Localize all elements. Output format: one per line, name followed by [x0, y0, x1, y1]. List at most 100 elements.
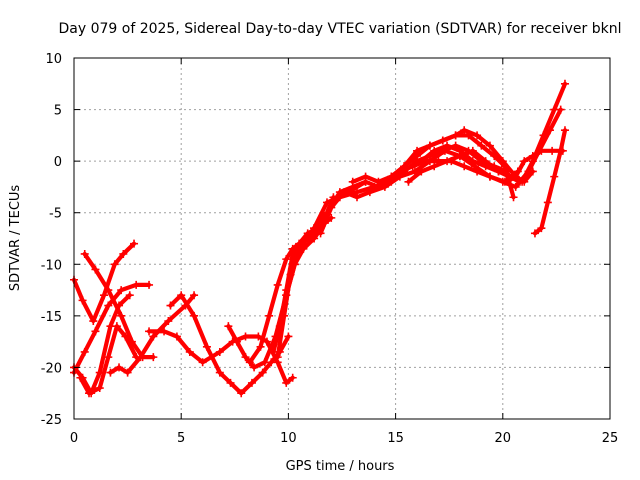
data-point	[498, 157, 507, 166]
data-point	[520, 157, 529, 166]
data-point	[537, 146, 546, 155]
data-point	[164, 317, 173, 326]
y-axis-label: SDTVAR / TECUs	[8, 185, 23, 292]
data-point	[503, 177, 512, 186]
data-point	[226, 378, 235, 387]
data-point	[404, 177, 413, 186]
data-point	[89, 317, 98, 326]
data-point	[258, 368, 267, 377]
data-point	[477, 141, 486, 150]
data-point	[177, 291, 186, 300]
data-point	[344, 188, 353, 197]
data-point	[112, 322, 121, 331]
data-point	[543, 198, 552, 207]
series-line	[275, 179, 368, 360]
data-point	[560, 79, 569, 88]
data-point	[80, 347, 89, 356]
y-tick-label: 10	[45, 52, 62, 67]
data-point	[123, 368, 132, 377]
data-point	[273, 280, 282, 289]
data-point	[310, 224, 319, 233]
series-track-10	[245, 213, 336, 367]
data-point	[117, 311, 126, 320]
data-point	[125, 291, 134, 300]
series-line	[108, 293, 197, 375]
data-point	[327, 198, 336, 207]
data-point	[494, 167, 503, 176]
data-point	[374, 177, 383, 186]
data-point	[130, 239, 139, 248]
data-point	[290, 260, 299, 269]
data-point	[560, 126, 569, 135]
data-point	[198, 358, 207, 367]
data-point	[76, 373, 85, 382]
data-point	[245, 358, 254, 367]
data-point	[280, 311, 289, 320]
data-point	[282, 255, 291, 264]
data-point	[250, 363, 259, 372]
data-point	[247, 378, 256, 387]
data-point	[202, 342, 211, 351]
data-point	[104, 353, 113, 362]
data-point	[455, 146, 464, 155]
data-point	[215, 347, 224, 356]
data-point	[273, 353, 282, 362]
data-point	[106, 368, 115, 377]
y-tick-label: -15	[41, 310, 62, 325]
data-point	[265, 311, 274, 320]
data-point	[145, 280, 154, 289]
plot-frame	[73, 57, 611, 420]
data-point	[260, 358, 269, 367]
data-point	[104, 301, 113, 310]
data-point	[262, 337, 271, 346]
data-point	[91, 265, 100, 274]
chart-title: Day 079 of 2025, Sidereal Day-to-day VTE…	[59, 21, 622, 37]
data-point	[121, 332, 130, 341]
data-point	[511, 182, 520, 191]
data-point	[537, 224, 546, 233]
y-tick-label: -10	[41, 258, 62, 273]
data-point	[530, 229, 539, 238]
x-tick-label: 25	[602, 431, 619, 446]
data-point	[91, 327, 100, 336]
data-point	[282, 291, 291, 300]
data-point	[224, 322, 233, 331]
data-point	[438, 136, 447, 145]
data-point	[237, 389, 246, 398]
data-point	[185, 347, 194, 356]
data-point	[190, 311, 199, 320]
y-tick-label: -20	[41, 361, 62, 376]
data-point	[117, 286, 126, 295]
data-point	[282, 378, 291, 387]
data-point	[348, 177, 357, 186]
x-tick-label: 5	[177, 431, 185, 446]
x-axis-label: GPS time / hours	[286, 459, 395, 474]
x-tick-label: 10	[280, 431, 297, 446]
grid	[74, 58, 610, 419]
data-point	[353, 193, 362, 202]
data-point	[361, 172, 370, 181]
data-point	[100, 291, 109, 300]
data-point	[95, 384, 104, 393]
data-point	[550, 172, 559, 181]
series-track-8	[166, 291, 293, 398]
data-point	[460, 162, 469, 171]
data-point	[417, 167, 426, 176]
data-point	[425, 141, 434, 150]
data-point	[104, 286, 113, 295]
data-point	[241, 353, 250, 362]
data-point	[160, 327, 169, 336]
data-point	[215, 368, 224, 377]
data-point	[468, 157, 477, 166]
y-tick-label: 0	[54, 155, 62, 170]
data-point	[110, 260, 119, 269]
data-point	[166, 301, 175, 310]
data-point	[387, 172, 396, 181]
data-point	[241, 332, 250, 341]
data-point	[85, 389, 94, 398]
data-point	[430, 162, 439, 171]
data-point	[172, 332, 181, 341]
data-point	[149, 332, 158, 341]
x-tick-label: 15	[387, 431, 404, 446]
